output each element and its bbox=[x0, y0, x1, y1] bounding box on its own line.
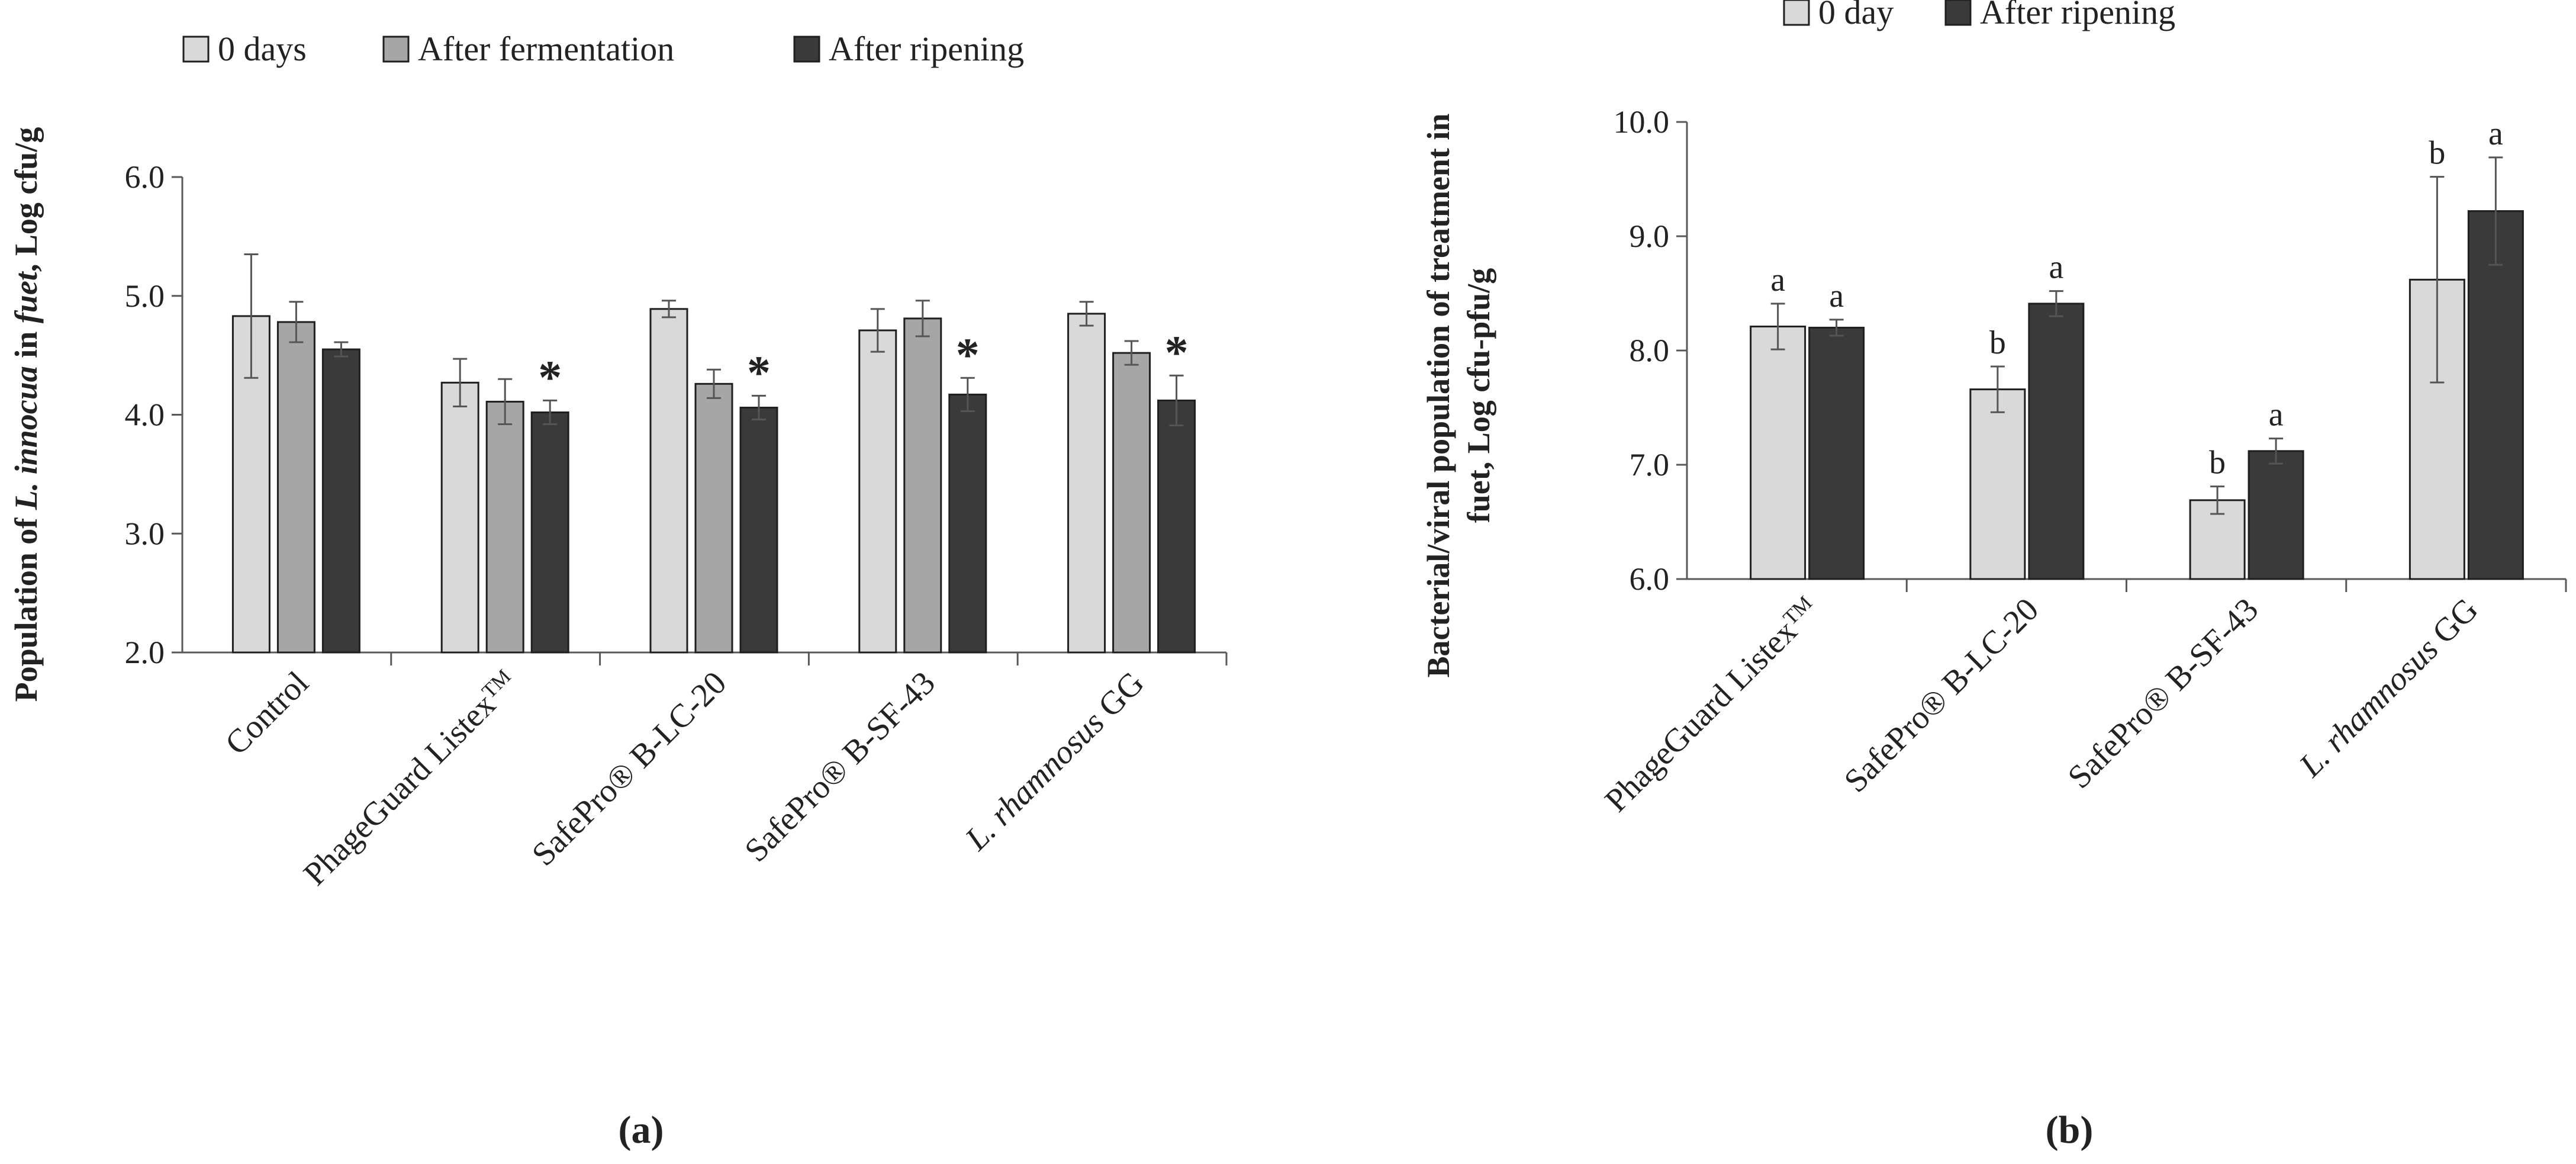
y-tick-label: 6.0 bbox=[125, 159, 165, 195]
x-category-label: PhageGuard ListexTM bbox=[297, 664, 524, 892]
bar bbox=[1969, 388, 2026, 580]
bar bbox=[1750, 325, 1807, 580]
bar bbox=[948, 393, 987, 654]
x-category-label: SafePro® B-SF-43 bbox=[738, 664, 942, 869]
y-tick-label: 2.0 bbox=[125, 635, 165, 670]
x-category-label: Control bbox=[218, 664, 316, 762]
legend-swatch bbox=[182, 36, 210, 63]
x-category-label: SafePro® B-LC-20 bbox=[1837, 591, 2046, 799]
bar bbox=[903, 317, 942, 654]
y-tick-label: 10.0 bbox=[1614, 104, 1670, 140]
x-category-label: SafePro® B-SF-43 bbox=[2061, 591, 2266, 796]
significance-asterisk: * bbox=[956, 329, 980, 381]
y-tick-label: 5.0 bbox=[125, 278, 165, 314]
text-part: PhageGuard Listex bbox=[1598, 613, 1804, 819]
significance-letter: a bbox=[1829, 278, 1844, 314]
text-part: L. rhamnosus bbox=[2292, 631, 2445, 784]
bar bbox=[649, 308, 688, 654]
significance-asterisk: * bbox=[1165, 327, 1189, 379]
x-category-label: L. rhamnosus GG bbox=[958, 664, 1151, 858]
bar bbox=[530, 411, 569, 654]
text-part: SafePro® B-LC-20 bbox=[525, 664, 733, 873]
bar bbox=[739, 406, 778, 654]
significance-letter: b bbox=[2429, 135, 2445, 172]
text-part: , Log cfu/g bbox=[8, 127, 44, 272]
significance-letter: b bbox=[2209, 445, 2226, 481]
bar bbox=[440, 381, 479, 654]
legend-label: 0 day bbox=[1818, 0, 1894, 31]
y-axis-title-line: fuet, Log cfu-pfu/g bbox=[1461, 268, 1496, 523]
panel-label: (b) bbox=[2046, 1108, 2094, 1152]
text-part: Population of bbox=[8, 510, 44, 702]
y-tick-label: 3.0 bbox=[125, 516, 165, 551]
significance-letter: a bbox=[2049, 249, 2063, 286]
bar bbox=[1157, 399, 1196, 654]
bar bbox=[1067, 313, 1106, 654]
bar bbox=[694, 382, 733, 654]
text-part: L. rhamnosus bbox=[958, 704, 1111, 857]
legend-label: After ripening bbox=[1980, 0, 2175, 31]
legend-label: After fermentation bbox=[418, 30, 674, 68]
legend-swatch bbox=[382, 36, 410, 63]
significance-asterisk: * bbox=[538, 352, 562, 404]
legend-label: 0 days bbox=[218, 30, 307, 68]
text-part: in bbox=[8, 323, 44, 366]
y-tick-label: 9.0 bbox=[1630, 218, 1670, 254]
y-axis-title-line: Bacterial/viral population of treatment … bbox=[1421, 114, 1456, 678]
legend-label: After ripening bbox=[829, 30, 1024, 68]
text-part: Control bbox=[218, 664, 316, 762]
text-part: SafePro® B-SF-43 bbox=[738, 664, 942, 869]
text-part: SafePro® B-LC-20 bbox=[1837, 591, 2046, 799]
y-axis-title: Population of L. innocua in fuet, Log cf… bbox=[8, 127, 44, 702]
bar bbox=[321, 348, 360, 654]
legend-swatch bbox=[793, 36, 820, 63]
bar bbox=[2189, 499, 2246, 580]
bar bbox=[1112, 352, 1151, 654]
panel-label: (a) bbox=[619, 1108, 664, 1152]
text-part: L. innocua bbox=[8, 366, 44, 510]
x-category-label: SafePro® B-LC-20 bbox=[525, 664, 733, 873]
bar bbox=[1808, 326, 1865, 580]
y-tick-label: 7.0 bbox=[1630, 447, 1670, 483]
legend-swatch bbox=[1944, 0, 1972, 26]
y-tick-label: 6.0 bbox=[1630, 561, 1670, 597]
text-part: SafePro® B-SF-43 bbox=[2061, 591, 2266, 796]
text-part: PhageGuard Listex bbox=[297, 686, 503, 892]
bar bbox=[2028, 303, 2085, 580]
x-category-label: L. rhamnosus GG bbox=[2292, 591, 2485, 784]
y-tick-label: 8.0 bbox=[1630, 333, 1670, 368]
bar bbox=[276, 321, 315, 654]
significance-letter: a bbox=[1770, 262, 1785, 298]
y-tick-label: 4.0 bbox=[125, 397, 165, 433]
significance-letter: a bbox=[2488, 115, 2503, 152]
significance-asterisk: * bbox=[747, 347, 771, 399]
significance-letter: a bbox=[2269, 397, 2284, 433]
bar bbox=[2247, 450, 2304, 580]
bar bbox=[2467, 210, 2524, 580]
text-part: fuet bbox=[8, 271, 44, 323]
chart-panel-b: 6.0 7.0 8.0 9.0 10.0 a a b a b a b a PhageGuard Liste… bbox=[1421, 0, 2567, 1152]
significance-letter: b bbox=[1989, 324, 2006, 361]
x-category-label: PhageGuard ListexTM bbox=[1598, 591, 1826, 819]
legend-swatch bbox=[1783, 0, 1810, 26]
bar bbox=[485, 400, 524, 654]
bar bbox=[858, 329, 897, 654]
